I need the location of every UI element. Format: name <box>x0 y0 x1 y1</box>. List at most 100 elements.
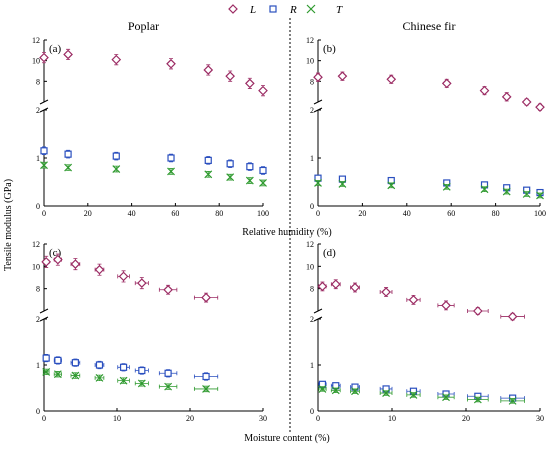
marker-diamond <box>507 311 518 322</box>
data-point <box>94 373 105 382</box>
x-axis-label-bottom: Moisture content (%) <box>244 433 330 444</box>
marker-x <box>167 167 175 176</box>
marker-diamond <box>350 282 360 293</box>
marker-diamond <box>258 85 268 96</box>
data-point <box>167 153 175 163</box>
data-point <box>117 270 130 283</box>
data-point <box>317 281 328 292</box>
y-tick-label: 1 <box>36 361 40 370</box>
y-tick-label: 8 <box>310 285 314 294</box>
y-axis-label: Tensile modulus (GPa) <box>3 179 14 271</box>
marker-diamond <box>330 279 341 290</box>
data-point <box>330 279 341 290</box>
x-axis-label-top: Relative humidity (%) <box>242 227 331 238</box>
x-tick-label: 100 <box>534 209 546 218</box>
x-tick-label: 40 <box>403 209 411 218</box>
data-point <box>502 187 511 196</box>
marker-diamond <box>521 97 532 107</box>
series-t <box>40 161 267 187</box>
data-point <box>386 74 397 85</box>
series-l <box>39 48 268 97</box>
data-point <box>204 170 213 179</box>
data-point <box>64 149 72 159</box>
data-point <box>94 360 105 370</box>
y-tick-label: 2 <box>36 106 40 115</box>
marker-diamond <box>201 292 211 303</box>
legend: L R T <box>228 4 343 16</box>
data-point <box>536 191 544 200</box>
marker-diamond <box>472 306 483 316</box>
marker-x <box>409 390 418 399</box>
y-tick-label: 1 <box>310 154 314 163</box>
marker-square <box>246 163 254 171</box>
y-tick-label: 0 <box>310 407 314 416</box>
marker-diamond <box>163 284 173 295</box>
data-point <box>441 78 452 89</box>
data-point <box>112 151 120 161</box>
data-point <box>134 379 149 388</box>
legend-entry-l: L <box>228 4 256 16</box>
data-point <box>479 85 490 96</box>
marker-x <box>95 373 104 382</box>
data-point <box>70 371 81 380</box>
marker-square <box>40 147 48 155</box>
marker-x <box>64 163 73 172</box>
marker-diamond <box>39 52 49 63</box>
legend-entry-r: R <box>269 4 297 16</box>
data-point <box>337 71 348 82</box>
marker-x <box>382 389 391 397</box>
data-point <box>406 294 421 305</box>
data-point <box>387 181 396 190</box>
y-tick-label: 2 <box>36 315 40 324</box>
data-point <box>437 393 455 402</box>
data-point <box>63 48 73 61</box>
data-point <box>158 369 178 378</box>
marker-x <box>536 191 544 200</box>
marker-square <box>204 156 212 164</box>
marker-diamond <box>245 78 255 89</box>
y-tick-label: 8 <box>36 77 40 86</box>
panel-title: Poplar <box>128 19 159 33</box>
marker-diamond <box>63 49 73 60</box>
data-point <box>313 72 323 83</box>
series-l <box>313 71 545 113</box>
x-tick-label: 30 <box>536 414 544 423</box>
marker-x <box>473 395 482 404</box>
marker-square <box>95 361 104 369</box>
marker-diamond <box>408 294 419 305</box>
series-r <box>314 174 544 197</box>
x-tick-label: 100 <box>257 209 269 218</box>
marker-diamond <box>225 71 235 82</box>
marker-diamond <box>313 72 323 83</box>
data-point <box>117 363 130 372</box>
marker-diamond <box>501 91 512 102</box>
marker-x <box>338 179 347 188</box>
data-point <box>226 173 235 182</box>
y-tick-label: 10 <box>32 262 40 271</box>
data-point <box>379 389 393 397</box>
data-point <box>259 179 267 187</box>
x-tick-label: 10 <box>113 414 121 423</box>
data-point <box>193 372 219 381</box>
series-l <box>41 253 219 303</box>
y-tick-label: 1 <box>310 361 314 370</box>
data-point <box>350 387 360 396</box>
marker-square <box>42 354 50 362</box>
marker-x <box>522 190 531 198</box>
data-point <box>406 390 421 399</box>
marker-diamond <box>441 78 452 89</box>
marker-square <box>259 166 267 175</box>
data-point <box>442 182 451 191</box>
data-point <box>501 91 512 102</box>
marker-square <box>64 150 72 158</box>
data-point <box>70 358 81 367</box>
y-tick-label: 8 <box>310 77 314 86</box>
data-point <box>167 167 175 176</box>
data-point <box>193 384 219 393</box>
marker-x <box>40 161 48 170</box>
marker-x <box>442 182 451 191</box>
data-point <box>350 282 360 293</box>
data-point <box>318 384 327 393</box>
